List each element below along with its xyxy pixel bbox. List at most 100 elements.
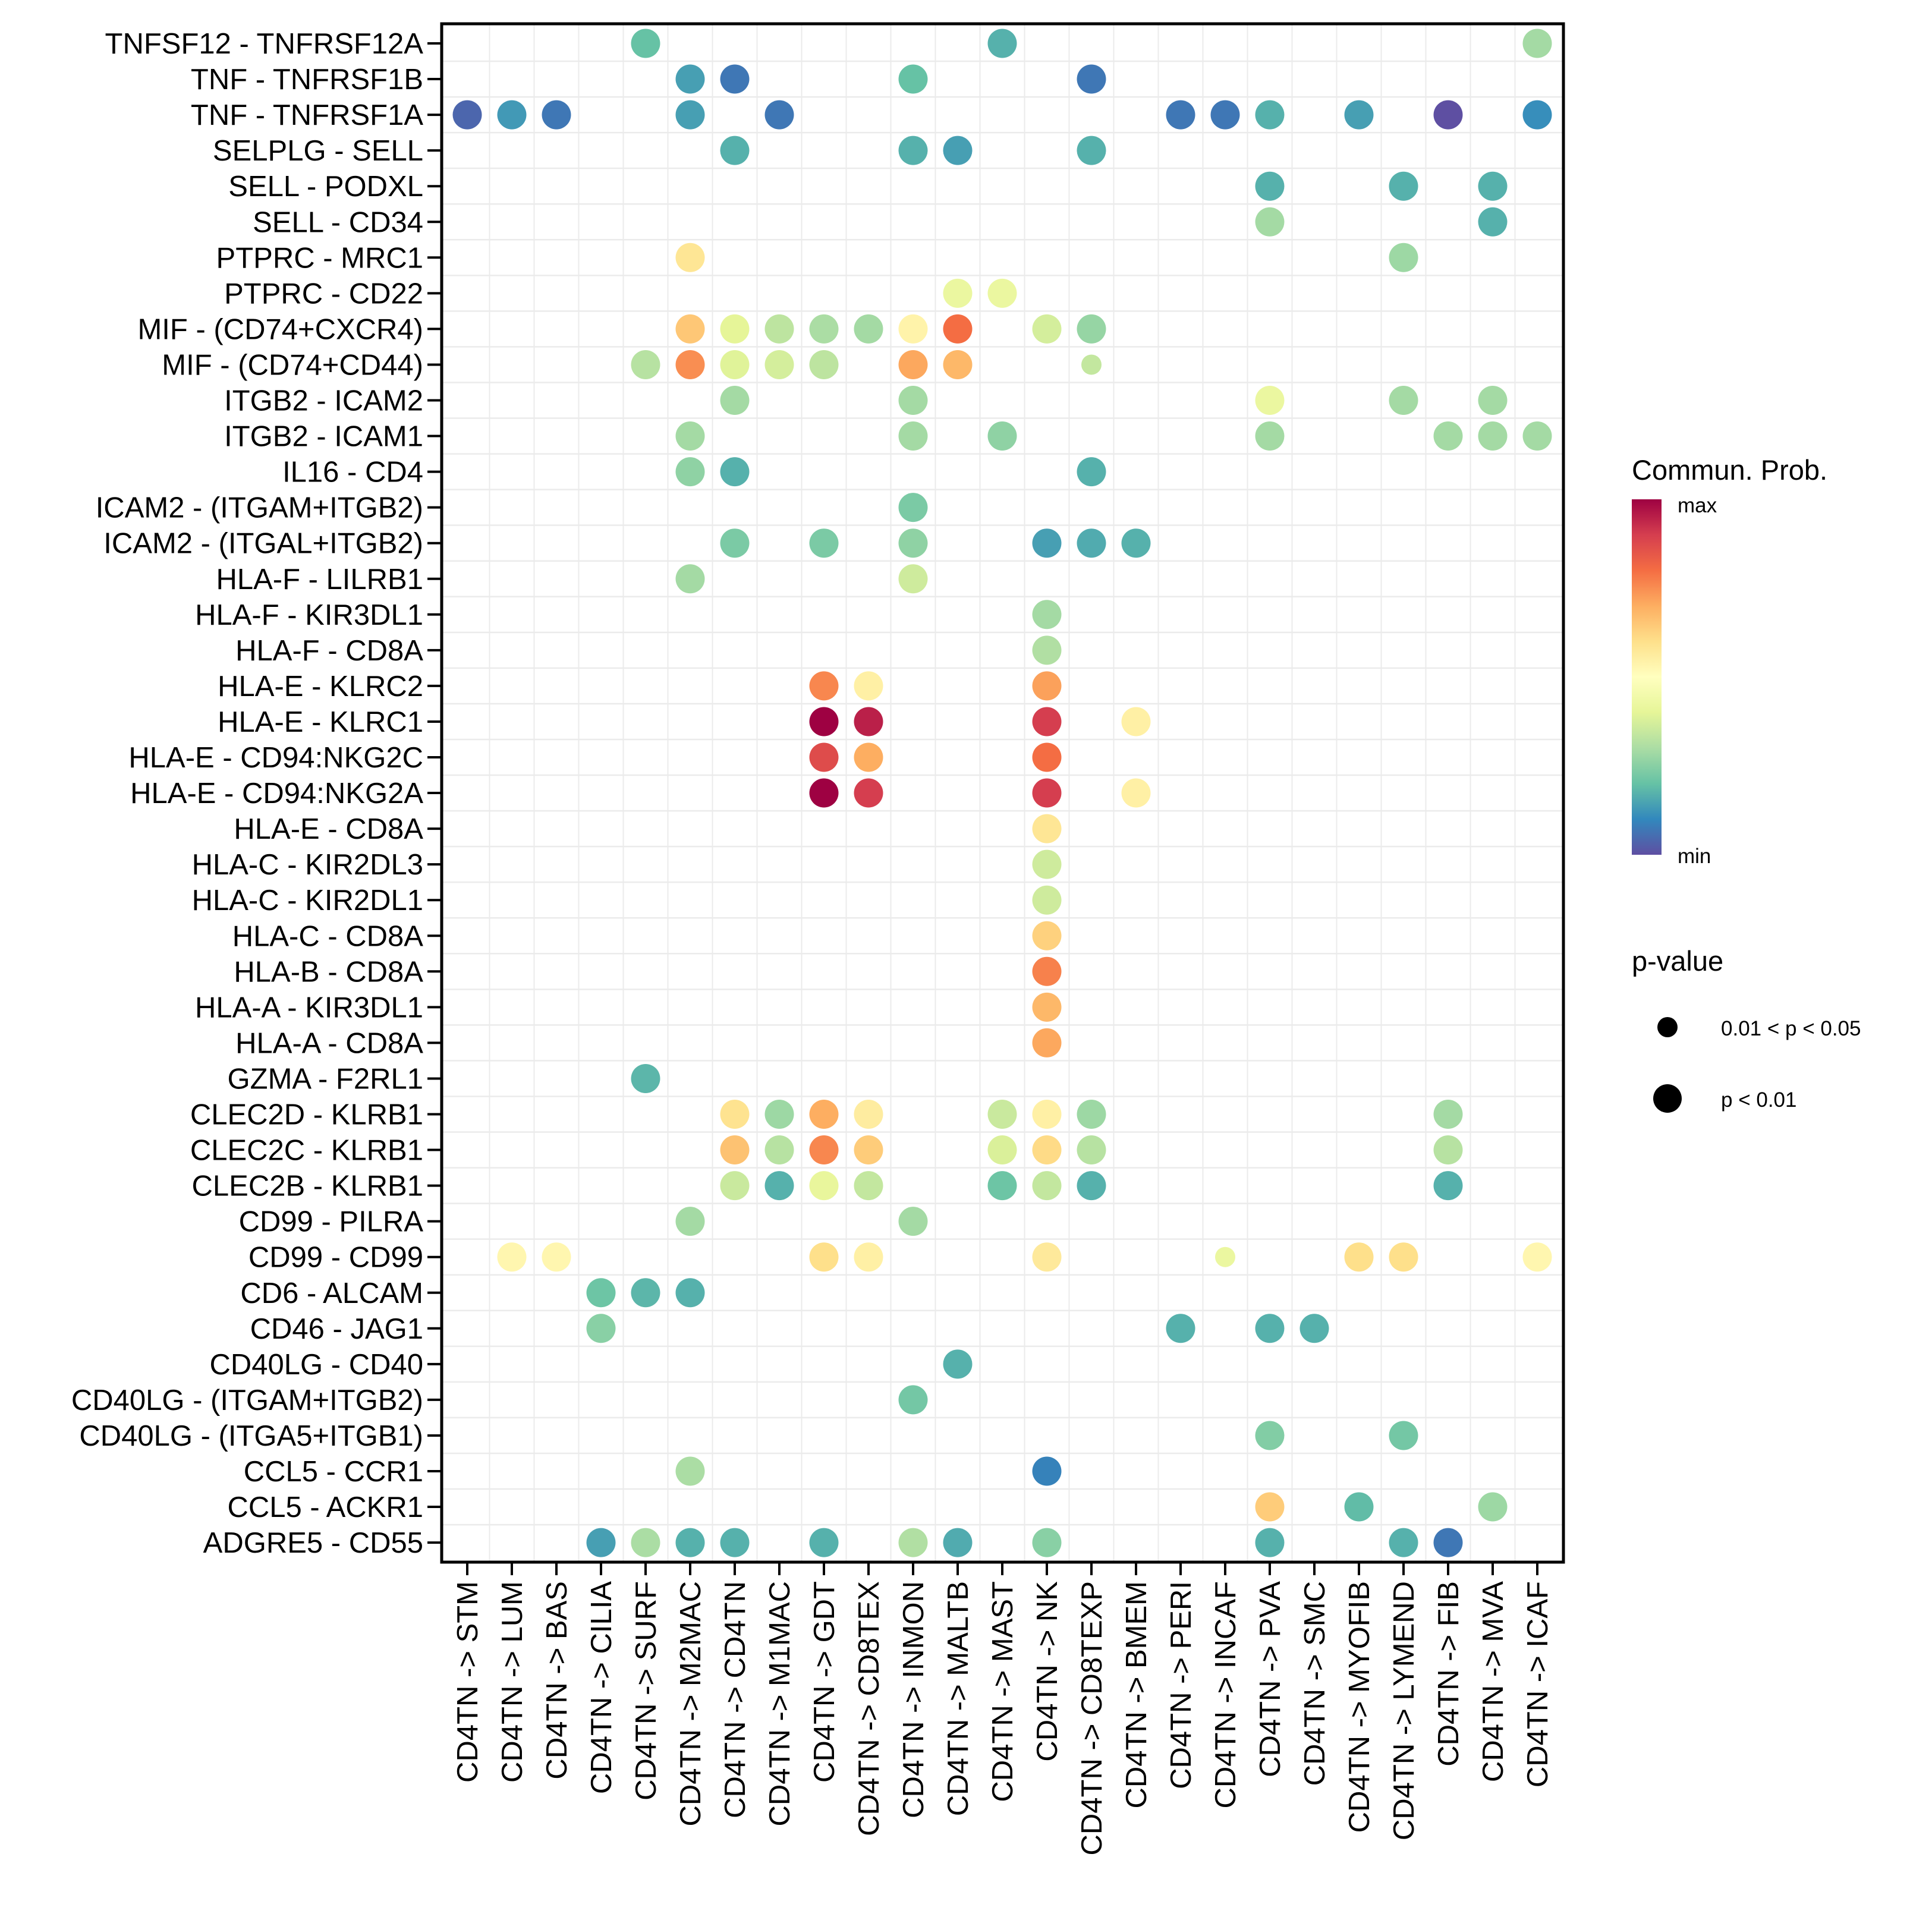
- x-tick-label: CD4TN -> M2MAC: [675, 1581, 707, 1826]
- data-point: [1077, 1100, 1106, 1129]
- y-tick-label: CD40LG - CD40: [210, 1349, 423, 1381]
- data-point: [764, 1100, 794, 1129]
- data-point: [720, 457, 750, 487]
- data-point: [675, 64, 705, 94]
- data-point: [1344, 100, 1374, 130]
- data-point: [675, 421, 705, 451]
- y-tick-label: SELL - CD34: [253, 206, 423, 238]
- data-point: [452, 100, 482, 130]
- data-point: [898, 1207, 928, 1236]
- y-tick-label: HLA-C - CD8A: [232, 920, 424, 952]
- data-point: [943, 136, 973, 165]
- y-tick-label: ITGB2 - ICAM1: [224, 421, 423, 453]
- data-point: [1032, 528, 1062, 558]
- y-tick-label: HLA-E - CD94:NKG2C: [128, 742, 423, 774]
- data-point: [764, 1135, 794, 1165]
- data-point: [1032, 742, 1062, 772]
- data-point: [631, 1063, 660, 1093]
- data-point: [675, 243, 705, 272]
- y-tick-label: HLA-B - CD8A: [234, 956, 423, 988]
- y-tick-label: CD40LG - (ITGA5+ITGB1): [79, 1420, 423, 1452]
- data-point: [1433, 421, 1463, 451]
- size-legend-small-dot: [1657, 1017, 1678, 1037]
- x-tick-label: CD4TN -> BAS: [541, 1581, 573, 1780]
- y-tick-label: HLA-C - KIR2DL1: [192, 884, 423, 917]
- x-tick-label: CD4TN -> BMEM: [1121, 1581, 1153, 1809]
- x-tick-label: CD4TN -> INMON: [898, 1581, 930, 1818]
- data-point: [764, 350, 794, 379]
- data-point: [809, 1528, 839, 1557]
- data-point: [809, 1242, 839, 1272]
- data-point: [720, 350, 750, 379]
- data-point: [943, 1528, 973, 1557]
- y-tick-label: CD40LG - (ITGAM+ITGB2): [71, 1384, 423, 1416]
- data-point: [809, 350, 839, 379]
- data-point: [631, 1528, 660, 1557]
- data-point: [720, 1171, 750, 1201]
- data-point: [586, 1314, 616, 1343]
- x-tick-label: CD4TN -> CILIA: [586, 1581, 618, 1794]
- x-axis: CD4TN -> STM CD4TN -> LUM CD4TN -> BAS CD4T…: [452, 1562, 1554, 1856]
- data-point: [943, 314, 973, 344]
- data-point: [1389, 1528, 1418, 1557]
- data-point: [675, 314, 705, 344]
- data-point: [809, 528, 839, 558]
- data-point: [1255, 421, 1285, 451]
- data-point: [854, 671, 883, 701]
- data-point: [1032, 1028, 1062, 1057]
- data-point: [854, 1171, 883, 1201]
- data-point: [675, 564, 705, 594]
- data-point: [898, 528, 928, 558]
- y-tick-label: TNFSF12 - TNFRSF12A: [105, 28, 424, 60]
- data-point: [898, 1528, 928, 1557]
- data-point: [1215, 1246, 1235, 1267]
- data-point: [943, 1349, 973, 1379]
- size-legend-large-dot: [1653, 1084, 1682, 1113]
- data-point: [1478, 386, 1508, 415]
- data-point: [898, 421, 928, 451]
- data-point: [542, 100, 571, 130]
- data-point: [1077, 1135, 1106, 1165]
- data-point: [675, 1456, 705, 1486]
- data-point: [898, 350, 928, 379]
- data-point: [1032, 314, 1062, 344]
- data-point: [1255, 100, 1285, 130]
- data-point: [631, 29, 660, 58]
- data-point: [809, 1171, 839, 1201]
- data-point: [854, 1135, 883, 1165]
- data-point: [720, 136, 750, 165]
- data-point: [675, 350, 705, 379]
- data-point: [987, 278, 1017, 308]
- data-point: [1389, 171, 1418, 201]
- x-tick-label: CD4TN -> PERI: [1165, 1581, 1197, 1789]
- y-tick-label: CD99 - CD99: [248, 1242, 423, 1274]
- x-tick-label: CD4TN -> LUM: [496, 1581, 528, 1783]
- data-point: [1389, 1421, 1418, 1450]
- data-point: [1032, 1135, 1062, 1165]
- data-point: [720, 64, 750, 94]
- data-point: [943, 278, 973, 308]
- data-point: [809, 742, 839, 772]
- y-tick-label: HLA-E - KLRC2: [218, 671, 423, 703]
- y-tick-label: ADGRE5 - CD55: [203, 1527, 423, 1559]
- data-point: [1032, 1528, 1062, 1557]
- data-point: [898, 136, 928, 165]
- data-point: [1121, 778, 1151, 808]
- y-tick-label: HLA-E - CD8A: [234, 813, 423, 845]
- data-point: [987, 1100, 1017, 1129]
- y-tick-label: HLA-A - KIR3DL1: [195, 991, 423, 1024]
- y-tick-label: HLA-F - LILRB1: [216, 564, 423, 596]
- data-point: [764, 1171, 794, 1201]
- y-tick-label: CCL5 - CCR1: [244, 1456, 423, 1488]
- data-point: [675, 1278, 705, 1308]
- data-point: [1121, 528, 1151, 558]
- data-point: [1255, 1528, 1285, 1557]
- x-tick-label: CD4TN -> MVA: [1477, 1581, 1509, 1782]
- data-point: [1389, 1242, 1418, 1272]
- data-point: [1032, 992, 1062, 1022]
- data-point: [854, 314, 883, 344]
- x-tick-label: CD4TN -> LYMEND: [1388, 1581, 1420, 1840]
- data-point: [1389, 243, 1418, 272]
- data-point: [1433, 1100, 1463, 1129]
- y-tick-label: MIF - (CD74+CXCR4): [137, 313, 423, 345]
